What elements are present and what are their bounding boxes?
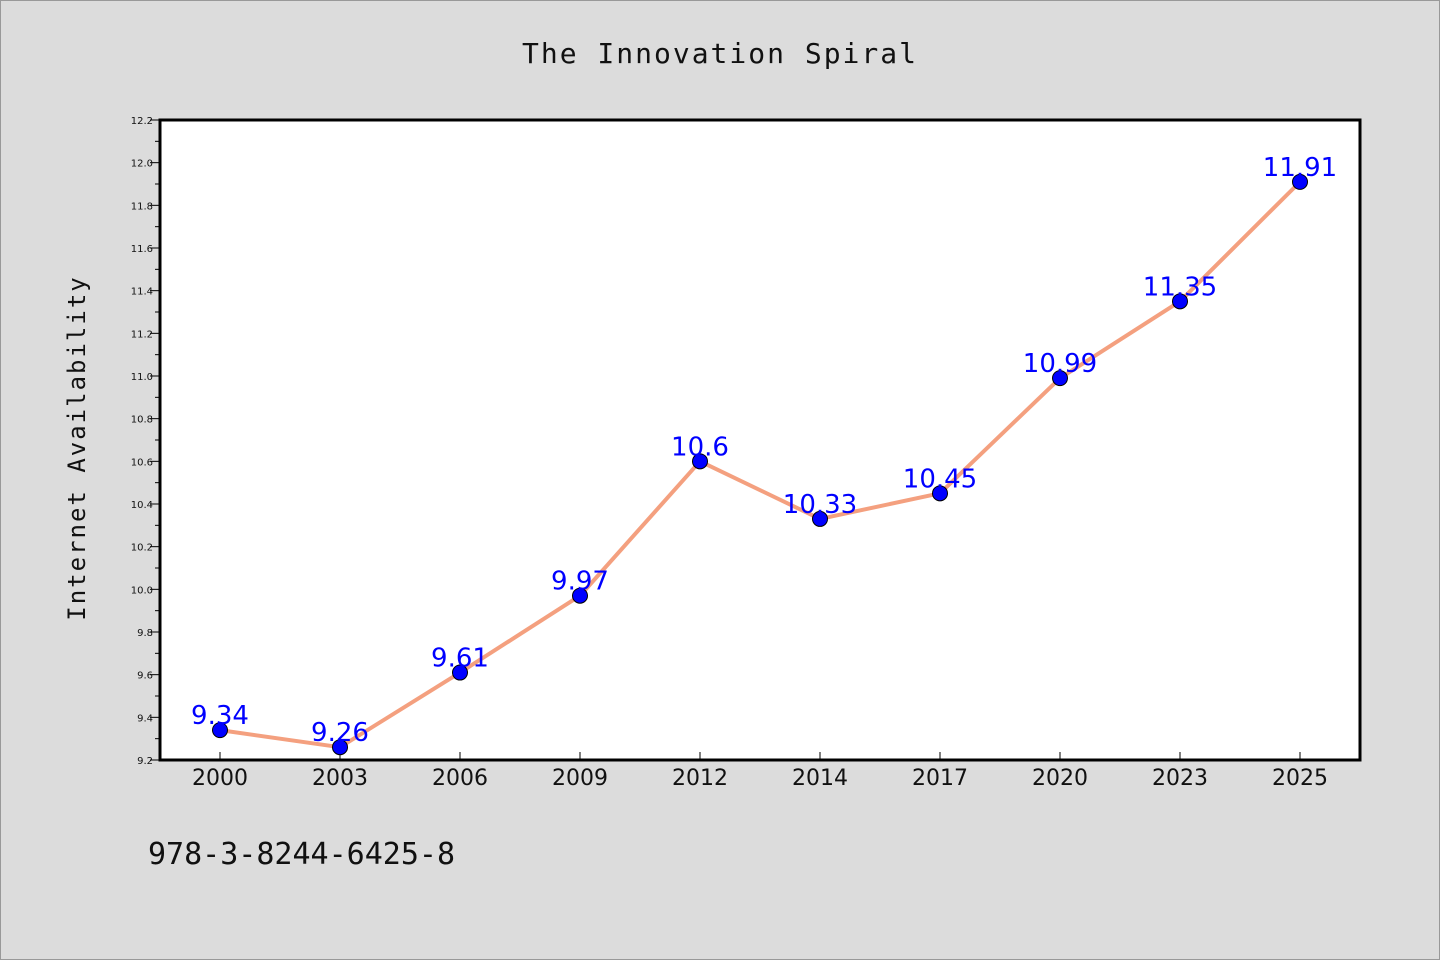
data-point	[452, 664, 468, 681]
y-tick-label: 10.8	[131, 415, 153, 426]
y-tick-label: 9.2	[137, 756, 153, 767]
data-point	[1172, 293, 1188, 310]
series-line	[218, 179, 1302, 750]
x-tick-label: 2012	[672, 766, 728, 791]
data-label: 10.99	[1023, 349, 1097, 379]
data-label: 9.97	[551, 567, 609, 597]
y-tick-label: 11.2	[131, 329, 153, 340]
y-tick-label: 11.0	[131, 372, 153, 383]
series-group: 9.34 9.26 9.61 9.97 10.6 10.33 10.45 10.99 11.35…	[191, 153, 1337, 756]
data-label: 9.61	[431, 644, 489, 674]
x-tick-label: 2003	[312, 766, 368, 791]
y-tick-label: 9.6	[137, 671, 153, 682]
x-tick-label: 2014	[792, 766, 848, 791]
data-point	[1052, 370, 1068, 387]
y-tick-label: 9.8	[137, 628, 153, 639]
y-axis: 9.2 9.4 9.6 9.8 10.0 10.2 10.4 10.6 10.8 11.0 11.2…	[131, 116, 160, 767]
data-label: 11.91	[1263, 153, 1337, 183]
x-tick-label: 2023	[1152, 766, 1208, 791]
y-tick-label: 10.0	[131, 585, 153, 596]
data-label: 9.34	[191, 701, 249, 731]
y-tick-label: 11.8	[131, 201, 153, 212]
x-tick-label: 2000	[192, 766, 248, 791]
data-point	[692, 453, 708, 470]
data-point	[572, 587, 588, 604]
data-label: 10.45	[903, 464, 977, 494]
chart-title: The Innovation Spiral	[522, 37, 918, 70]
x-tick-label: 2017	[912, 766, 968, 791]
data-point	[332, 739, 348, 756]
data-label: 11.35	[1143, 272, 1217, 302]
y-tick-label: 12.0	[131, 159, 153, 170]
y-tick-label: 11.6	[131, 244, 153, 255]
y-tick-label: 10.2	[131, 543, 153, 554]
data-label: 9.26	[311, 718, 369, 748]
data-label: 10.6	[671, 432, 729, 462]
x-tick-label: 2006	[432, 766, 488, 791]
data-point	[932, 485, 948, 502]
y-tick-label: 10.4	[131, 500, 153, 511]
data-point	[212, 722, 228, 739]
x-axis: 2000 2003 2006 2009 2012 2014 2017 2020 2023 2025	[192, 752, 1328, 791]
data-point	[812, 510, 828, 527]
data-point	[1292, 173, 1308, 190]
y-tick-label: 9.4	[137, 713, 153, 724]
x-tick-label: 2020	[1032, 766, 1088, 791]
isbn-text: 978-3-8244-6425-8	[148, 837, 455, 872]
data-label: 10.33	[783, 490, 857, 520]
x-tick-label: 2009	[552, 766, 608, 791]
plot-area	[158, 118, 1362, 762]
x-tick-label: 2025	[1272, 766, 1328, 791]
y-tick-label: 12.2	[131, 116, 153, 127]
y-tick-label: 11.4	[131, 287, 153, 298]
y-axis-label: Internet Availability	[63, 275, 91, 620]
y-tick-label: 10.6	[131, 457, 153, 468]
